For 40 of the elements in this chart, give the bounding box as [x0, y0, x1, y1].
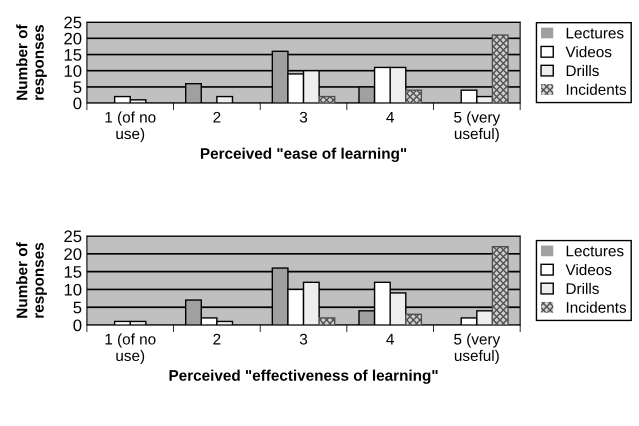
x-tick-label: 5 (very useful) [454, 333, 500, 364]
bar [492, 246, 509, 326]
legend-label: Lectures [566, 28, 624, 38]
legend-label: Videos [566, 264, 612, 276]
x-tick-label: 3 [300, 334, 308, 345]
x-tick-label: 3 [300, 112, 308, 123]
x-axis-title: Perceived "ease of learning" [200, 148, 406, 162]
x-tick-label: 2 [213, 112, 220, 122]
legend-label: Videos [566, 46, 612, 58]
y-axis-title: Number of responses [16, 242, 47, 318]
y-tick-label: 0 [73, 319, 82, 332]
bar [492, 34, 509, 104]
y-tick-label: 15 [64, 266, 82, 278]
x-tick-label: 2 [213, 334, 220, 344]
x-tick-label: 1 (of no use) [105, 333, 156, 364]
x-tick-label: 5 (very useful) [454, 111, 500, 142]
x-axis-title: Perceived "effectiveness of learning" [170, 370, 438, 384]
legend-label: Lectures [566, 246, 624, 256]
bar [405, 89, 422, 104]
y-tick-label: 0 [73, 97, 82, 110]
legend-label: Incidents [566, 302, 626, 313]
y-tick-label: 10 [64, 284, 82, 296]
bar [318, 317, 336, 326]
bar [318, 96, 336, 104]
legend-label: Drills [566, 64, 599, 76]
y-tick-label: 5 [73, 302, 82, 314]
legend-label: Drills [566, 282, 599, 294]
y-tick-label: 25 [64, 230, 82, 242]
y-tick-label: 20 [64, 32, 82, 45]
legend-label: Incidents [566, 84, 626, 95]
x-tick-label: 4 [386, 112, 394, 122]
x-tick-label: 4 [386, 334, 394, 344]
y-tick-label: 25 [64, 16, 82, 28]
y-axis-title: Number of responses [16, 24, 47, 100]
y-tick-label: 20 [64, 248, 82, 260]
y-tick-label: 5 [73, 81, 82, 94]
y-tick-label: 10 [64, 65, 82, 77]
x-tick-label: 1 (of no use) [105, 111, 156, 142]
bar [405, 314, 422, 326]
y-tick-label: 15 [64, 49, 82, 61]
